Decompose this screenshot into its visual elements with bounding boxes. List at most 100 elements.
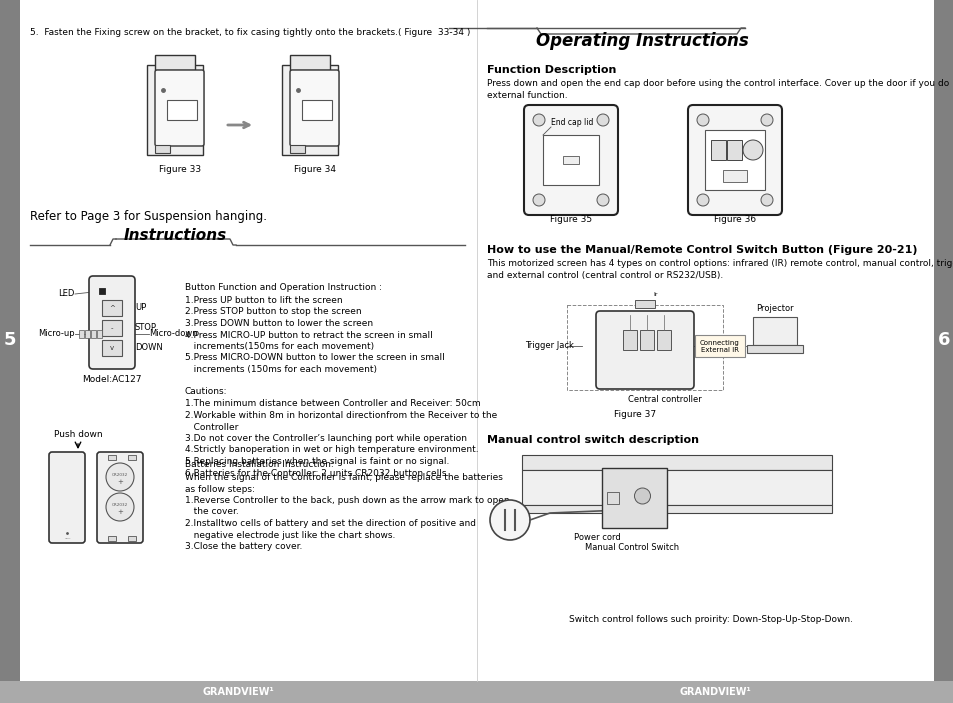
Text: as follow steps:: as follow steps: bbox=[185, 484, 254, 494]
Bar bbox=[154, 55, 194, 70]
Text: ^: ^ bbox=[109, 305, 114, 311]
Text: v: v bbox=[110, 345, 114, 351]
Bar bbox=[752, 317, 796, 345]
Text: Figure 35: Figure 35 bbox=[549, 215, 592, 224]
Text: -: - bbox=[111, 325, 113, 331]
Text: Projector: Projector bbox=[756, 304, 793, 313]
Text: Power cord: Power cord bbox=[573, 533, 619, 542]
Circle shape bbox=[742, 140, 762, 160]
Text: End cap lid: End cap lid bbox=[551, 118, 593, 127]
Bar bbox=[635, 300, 655, 308]
Text: Micro-down: Micro-down bbox=[149, 330, 197, 339]
FancyBboxPatch shape bbox=[97, 452, 143, 543]
Text: external function.: external function. bbox=[486, 91, 567, 100]
Bar bbox=[521, 470, 831, 505]
Text: 5.Press MICRO-DOWN button to lower the screen in small: 5.Press MICRO-DOWN button to lower the s… bbox=[185, 354, 444, 363]
Text: Cautions:: Cautions: bbox=[185, 387, 227, 396]
Bar bbox=[746, 345, 802, 353]
Text: Figure 33: Figure 33 bbox=[159, 165, 201, 174]
Text: Micro-up: Micro-up bbox=[38, 330, 75, 339]
Bar bbox=[91, 330, 96, 338]
Text: 6: 6 bbox=[937, 331, 949, 349]
Text: negative electrode just like the chart shows.: negative electrode just like the chart s… bbox=[185, 531, 395, 539]
Circle shape bbox=[760, 194, 772, 206]
Text: 3.Close the battery cover.: 3.Close the battery cover. bbox=[185, 542, 302, 551]
FancyBboxPatch shape bbox=[290, 70, 338, 146]
Text: STOP: STOP bbox=[135, 323, 157, 333]
Text: CR2032: CR2032 bbox=[112, 503, 128, 507]
Text: CR2032: CR2032 bbox=[112, 473, 128, 477]
Text: +: + bbox=[117, 509, 123, 515]
Bar bbox=[102, 300, 122, 316]
Text: 5: 5 bbox=[4, 331, 16, 349]
Text: Figure 34: Figure 34 bbox=[294, 165, 335, 174]
Text: GRANDVIEW¹: GRANDVIEW¹ bbox=[202, 687, 274, 697]
Circle shape bbox=[597, 114, 608, 126]
Text: DOWN: DOWN bbox=[135, 344, 163, 352]
Text: Function Description: Function Description bbox=[486, 65, 616, 75]
Bar bbox=[639, 330, 654, 350]
Text: Controller: Controller bbox=[185, 423, 238, 432]
Bar bbox=[0, 0, 20, 681]
Text: and external control (central control or RS232/USB).: and external control (central control or… bbox=[486, 271, 722, 280]
FancyBboxPatch shape bbox=[523, 105, 618, 215]
Text: Operating Instructions: Operating Instructions bbox=[535, 32, 747, 50]
Text: Switch control follows such proirity: Down-Stop-Up-Stop-Down.: Switch control follows such proirity: Do… bbox=[569, 615, 853, 624]
Bar bbox=[933, 0, 953, 681]
Text: Push down: Push down bbox=[53, 430, 102, 439]
Bar bbox=[562, 156, 578, 164]
Circle shape bbox=[697, 194, 708, 206]
Text: 3.Do not cover the Controller’s launching port while operation: 3.Do not cover the Controller’s launchin… bbox=[185, 434, 467, 443]
Text: Ir: Ir bbox=[652, 292, 657, 297]
Bar bbox=[521, 455, 831, 470]
Text: Button Function and Operation Instruction :: Button Function and Operation Instructio… bbox=[185, 283, 381, 292]
Text: This motorized screen has 4 types on control options: infrared (IR) remote contr: This motorized screen has 4 types on con… bbox=[486, 259, 953, 268]
Text: 6.Batteries for the Controller: 2 units CR2032 button cells.: 6.Batteries for the Controller: 2 units … bbox=[185, 468, 449, 477]
Text: ___: ___ bbox=[64, 535, 71, 539]
Bar bbox=[97, 330, 102, 338]
Text: LED: LED bbox=[58, 290, 75, 299]
Text: Figure 36: Figure 36 bbox=[713, 215, 756, 224]
Text: When the signal of the Controller is faint, please replace the batteries: When the signal of the Controller is fai… bbox=[185, 473, 502, 482]
Bar bbox=[128, 536, 136, 541]
Bar bbox=[601, 468, 666, 528]
Text: 2.Press STOP button to stop the screen: 2.Press STOP button to stop the screen bbox=[185, 307, 361, 316]
Circle shape bbox=[634, 488, 650, 504]
Text: increments(150ms for each movement): increments(150ms for each movement) bbox=[185, 342, 374, 351]
Bar bbox=[722, 170, 746, 182]
Bar bbox=[622, 330, 637, 350]
Circle shape bbox=[490, 500, 530, 540]
Bar bbox=[99, 288, 105, 294]
Text: Trigger Jack: Trigger Jack bbox=[524, 342, 574, 351]
Bar bbox=[85, 330, 90, 338]
Bar bbox=[167, 100, 196, 120]
Bar bbox=[79, 330, 84, 338]
Text: increments (150ms for each movement): increments (150ms for each movement) bbox=[185, 365, 376, 374]
Bar bbox=[290, 55, 330, 70]
Text: Batteries Installation Instruction:: Batteries Installation Instruction: bbox=[185, 460, 334, 469]
Text: 4.Press MICRO-UP button to retract the screen in small: 4.Press MICRO-UP button to retract the s… bbox=[185, 330, 433, 340]
Circle shape bbox=[533, 114, 544, 126]
Text: Press down and open the end cap door before using the control interface. Cover u: Press down and open the end cap door bef… bbox=[486, 79, 953, 88]
Text: 1.The minimum distance between Controller and Receiver: 50cm: 1.The minimum distance between Controlle… bbox=[185, 399, 480, 408]
FancyBboxPatch shape bbox=[687, 105, 781, 215]
Text: 3.Press DOWN button to lower the screen: 3.Press DOWN button to lower the screen bbox=[185, 319, 373, 328]
Text: the cover.: the cover. bbox=[185, 508, 238, 517]
Circle shape bbox=[106, 493, 133, 521]
Bar bbox=[290, 145, 305, 153]
Bar bbox=[102, 320, 122, 336]
Bar bbox=[657, 330, 670, 350]
Bar bbox=[566, 305, 722, 390]
FancyBboxPatch shape bbox=[154, 70, 204, 146]
Bar bbox=[302, 100, 332, 120]
FancyBboxPatch shape bbox=[596, 311, 693, 389]
Text: UP: UP bbox=[135, 304, 146, 313]
Bar bbox=[108, 536, 116, 541]
Text: 2.Installtwo cells of battery and set the direction of positive and: 2.Installtwo cells of battery and set th… bbox=[185, 519, 476, 528]
Text: 1.Press UP button to lift the screen: 1.Press UP button to lift the screen bbox=[185, 296, 342, 305]
Text: Refer to Page 3 for Suspension hanging.: Refer to Page 3 for Suspension hanging. bbox=[30, 210, 267, 223]
Bar bbox=[154, 145, 170, 153]
Circle shape bbox=[760, 114, 772, 126]
Text: Instructions: Instructions bbox=[123, 228, 227, 243]
Circle shape bbox=[106, 463, 133, 491]
